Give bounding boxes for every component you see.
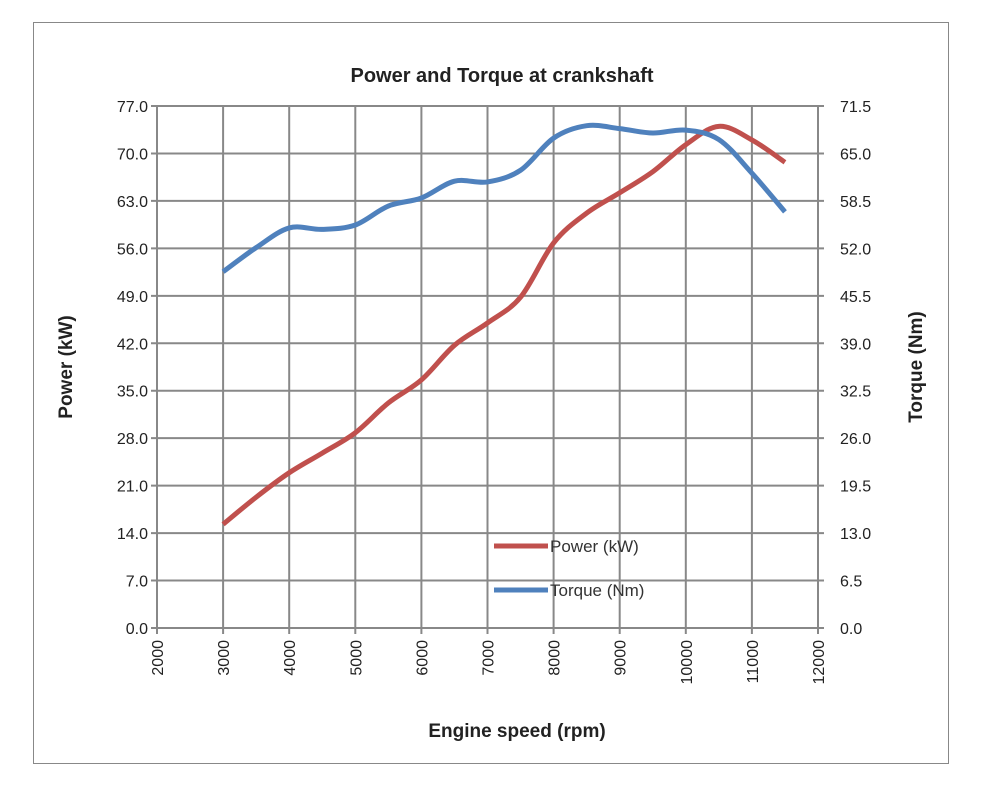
y-tick-label: 21.0 [117,479,148,496]
series-lines [221,122,787,527]
y-tick-label: 28.0 [117,431,148,448]
y-tick-label: 63.0 [117,194,148,211]
x-tick-label: 7000 [481,640,498,676]
y2-tick-label: 65.0 [840,146,871,163]
y-tick-label: 77.0 [117,99,148,116]
legend-label-torque: Torque (Nm) [550,581,644,600]
x-tick-label: 4000 [282,640,299,676]
y2-tick-label: 45.5 [840,289,871,306]
y-tick-label: 56.0 [117,241,148,258]
y2-tick-label: 0.0 [840,621,862,638]
y-axis-label: Power (kW) [56,315,77,418]
y2-tick-label: 39.0 [840,336,871,353]
x-tick-label: 9000 [613,640,630,676]
legend-label-power: Power (kW) [550,537,639,556]
y-tick-label: 14.0 [117,526,148,543]
grid [151,105,824,634]
x-tick-label: 12000 [811,640,828,685]
chart-title: Power and Torque at crankshaft [350,65,653,87]
tick-labels: 2000 3000 4000 5000 6000 7000 8000 9000 10000 110… [117,99,871,685]
x-tick-label: 8000 [547,640,564,676]
y2-tick-label: 32.5 [840,384,871,401]
x-tick-label: 3000 [216,640,233,676]
x-axis-label: Engine speed (rpm) [428,721,605,742]
y-tick-label: 49.0 [117,289,148,306]
x-tick-label: 5000 [348,640,365,676]
y-tick-label: 70.0 [117,146,148,163]
x-tick-label: 2000 [150,640,167,676]
y2-tick-label: 71.5 [840,99,871,116]
y2-tick-label: 58.5 [840,194,871,211]
y2-tick-label: 19.5 [840,479,871,496]
y-tick-label: 42.0 [117,336,148,353]
y2-tick-label: 6.5 [840,574,862,591]
series-line-power [221,123,787,527]
x-tick-label: 10000 [679,640,696,685]
x-tick-label: 6000 [414,640,431,676]
y2-tick-label: 13.0 [840,526,871,543]
y2-axis-label: Torque (Nm) [906,311,927,423]
y-tick-label: 7.0 [126,574,148,591]
legend: Power (kW) Torque (Nm) [494,537,644,600]
x-tick-label: 11000 [745,640,762,683]
series-line-torque [221,122,787,274]
chart-frame [33,22,949,764]
y2-tick-label: 26.0 [840,431,871,448]
y2-tick-label: 52.0 [840,241,871,258]
y-tick-label: 35.0 [117,384,148,401]
y-tick-label: 0.0 [126,621,148,638]
